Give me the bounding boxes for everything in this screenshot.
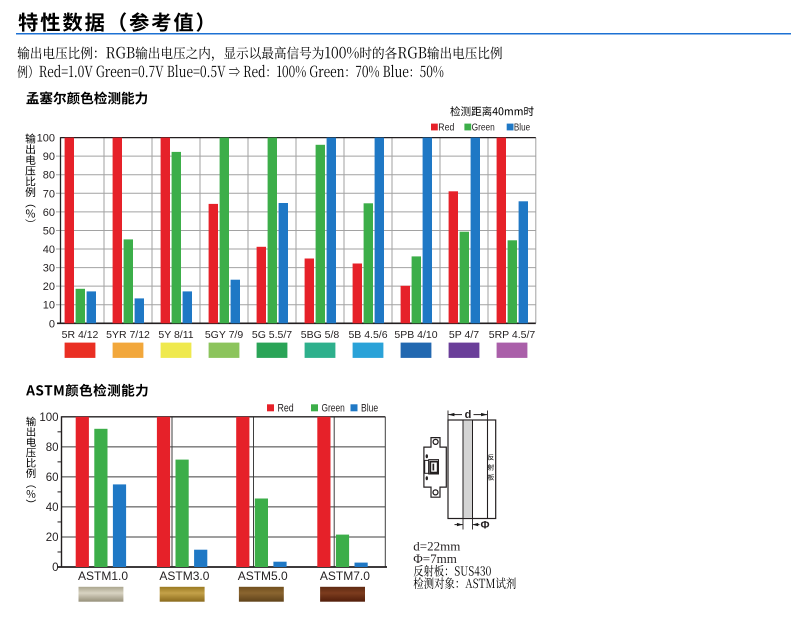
svg-text:60: 60	[43, 207, 55, 219]
svg-text:20: 20	[46, 532, 59, 544]
svg-text:Φ: Φ	[481, 520, 490, 532]
svg-text:ASTM7.0: ASTM7.0	[320, 569, 370, 583]
svg-text:5GY 7/9: 5GY 7/9	[205, 329, 243, 341]
svg-text:40: 40	[43, 244, 55, 256]
svg-text:80: 80	[43, 170, 55, 182]
svg-text:0: 0	[49, 318, 55, 330]
svg-text:5RP 4.5/7: 5RP 4.5/7	[489, 329, 536, 341]
svg-text:100: 100	[39, 412, 58, 424]
svg-text:5G 5.5/7: 5G 5.5/7	[252, 329, 292, 341]
svg-text:90: 90	[43, 151, 55, 163]
svg-text:0: 0	[52, 562, 58, 574]
svg-text:60: 60	[46, 472, 59, 484]
svg-text:Φ=7mm: Φ=7mm	[413, 551, 457, 566]
svg-text:ASTM3.0: ASTM3.0	[159, 569, 209, 583]
svg-text:70: 70	[43, 188, 55, 200]
svg-text:Red: Red	[278, 402, 294, 414]
svg-text:40: 40	[46, 502, 59, 514]
svg-text:100: 100	[37, 133, 55, 145]
svg-text:10: 10	[43, 300, 55, 312]
svg-text:5BG 5/8: 5BG 5/8	[301, 329, 340, 341]
svg-text:20: 20	[43, 281, 55, 293]
svg-text:5PB 4/10: 5PB 4/10	[394, 329, 437, 341]
svg-text:ASTM1.0: ASTM1.0	[78, 569, 128, 583]
svg-text:5P 4/7: 5P 4/7	[449, 329, 479, 341]
svg-text:Green: Green	[472, 122, 495, 133]
svg-text:Blue: Blue	[361, 402, 378, 414]
svg-text:Red: Red	[438, 122, 454, 133]
svg-text:5Y 8/11: 5Y 8/11	[158, 329, 193, 341]
svg-text:5YR 7/12: 5YR 7/12	[106, 329, 150, 341]
svg-text:d=22mm: d=22mm	[413, 539, 460, 554]
svg-text:50: 50	[43, 225, 55, 237]
svg-text:Blue: Blue	[514, 122, 531, 133]
svg-text:5R 4/12: 5R 4/12	[62, 329, 99, 341]
svg-text:30: 30	[43, 263, 55, 275]
svg-text:ASTM5.0: ASTM5.0	[238, 569, 288, 583]
svg-text:d: d	[465, 409, 472, 421]
svg-text:80: 80	[46, 442, 59, 454]
svg-text:5B 4.5/6: 5B 4.5/6	[348, 329, 387, 341]
svg-text:Green: Green	[322, 402, 345, 414]
